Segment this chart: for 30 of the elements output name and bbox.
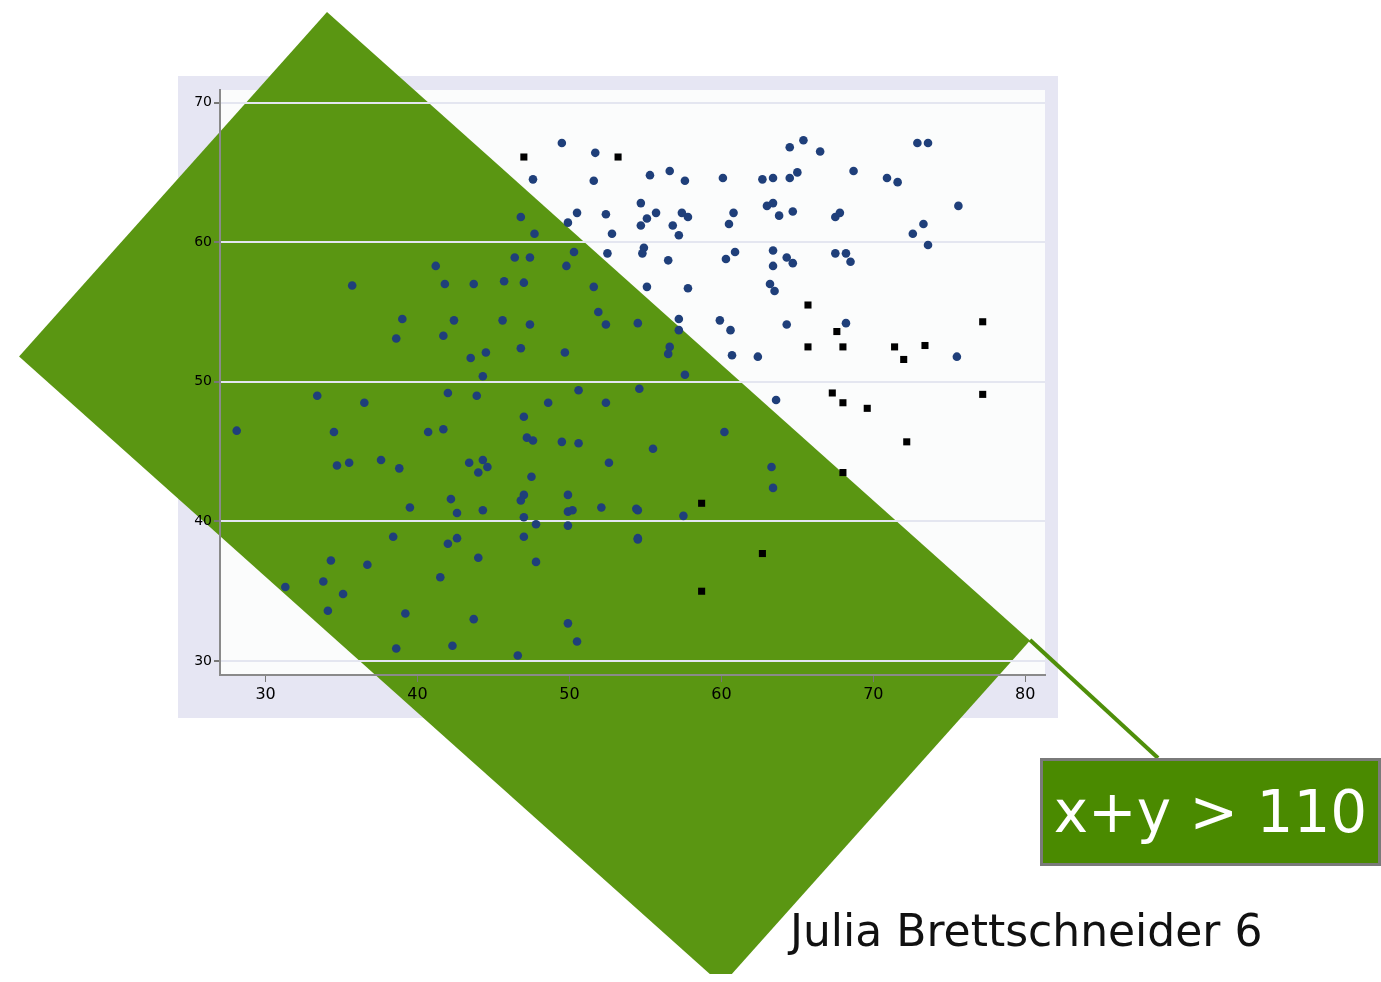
point: [891, 343, 899, 351]
point: [614, 153, 622, 161]
x-tick-label: 80: [1015, 683, 1036, 703]
y-tick-label: 50: [194, 372, 212, 389]
point: [758, 550, 766, 558]
y-tick-label: 60: [194, 232, 212, 249]
point: [839, 399, 847, 407]
text: x+y > 110: [1040, 758, 1381, 866]
point: [921, 341, 929, 350]
point: [804, 343, 812, 351]
x-tick-label: 70: [863, 683, 884, 703]
point: [979, 390, 987, 398]
point: [804, 301, 812, 309]
point: [863, 404, 871, 412]
point: [520, 153, 528, 161]
x-tick-label: 30: [255, 683, 276, 703]
point: [903, 438, 911, 446]
y-tick-label: 70: [194, 93, 212, 110]
point: [839, 343, 847, 351]
x-tick-label: 50: [559, 683, 580, 703]
point: [698, 587, 706, 595]
point: [698, 499, 706, 507]
point: [828, 389, 836, 397]
y-tick-label: 30: [194, 651, 212, 668]
point: [839, 469, 847, 477]
x-tick-label: 40: [407, 683, 428, 703]
point: [833, 328, 841, 336]
point: [900, 355, 908, 363]
x-tick-label: 60: [711, 683, 732, 703]
point: [979, 318, 987, 326]
